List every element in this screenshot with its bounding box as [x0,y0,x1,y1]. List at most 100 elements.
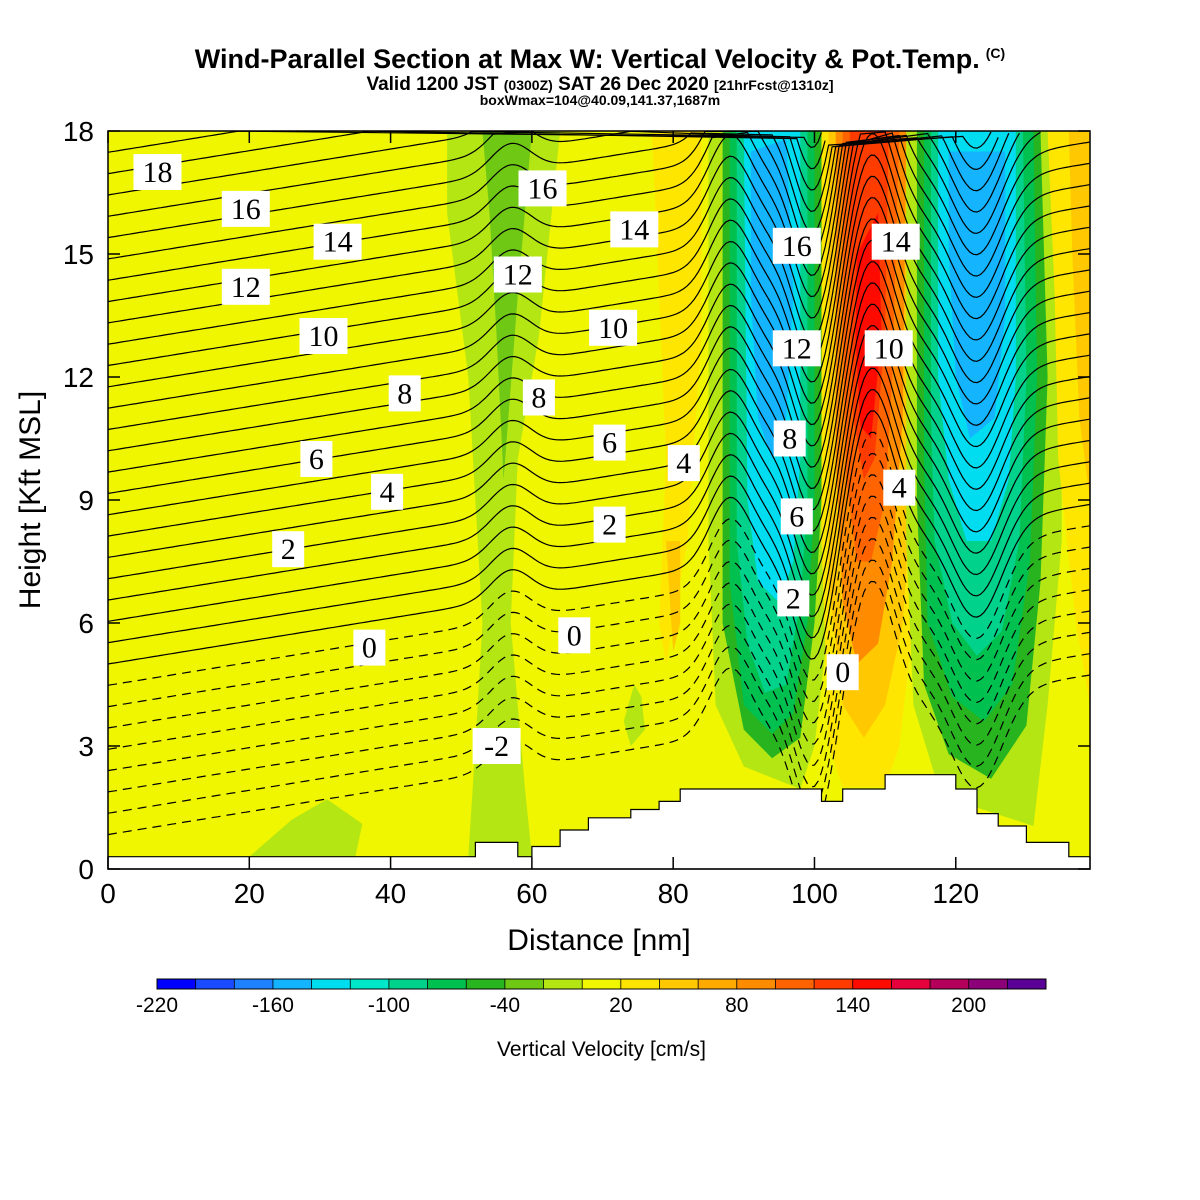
theta-label-text: 18 [143,156,173,189]
theta-label-box [864,330,913,367]
theta-label-box [593,506,626,543]
theta-contour-line [107,175,1091,431]
colorbar-tick-label: 140 [835,994,870,1017]
theta-label-text: 12 [231,271,261,304]
theta-contour-line [107,303,1091,558]
field-green-low-left [249,799,363,857]
colorbar-tick-label: -40 [490,994,520,1017]
theta-label-text: 14 [619,213,649,246]
theta-label-box [472,728,521,764]
theta-label: 6 [780,498,813,535]
theta-contour-line [107,580,1091,836]
theta-label-box [589,309,638,346]
theta-label: 12 [221,268,270,305]
theta-label-box [300,441,333,477]
theta-label-box [493,256,542,293]
theta-label: 18 [133,154,182,190]
theta-label: 14 [610,211,659,248]
colorbar-tick-label: 80 [725,994,748,1017]
colorbar-swatch [852,979,892,989]
theta-label-text: 0 [835,656,850,689]
theta-label: 2 [593,506,626,543]
theta-label-box [221,268,270,305]
colorbar: -220 -160 -100 -40 20 80 140 200 Vertical Veloci… [136,978,1047,1061]
theta-contour-line [107,132,1091,345]
theta-contour-line [107,130,823,153]
y-tick-label: 6 [78,608,94,639]
chart-subtitle: Valid 1200 JST (0300Z) SAT 26 Dec 2020 [… [0,74,1200,96]
theta-label-box [133,154,182,190]
theta-contour-line [107,474,1091,729]
theta-label-box [522,379,555,416]
field-orange-right-core [1068,131,1090,500]
colorbar-swatch [891,979,931,989]
y-tick-label: 15 [63,239,94,270]
valid-date: SAT 26 Dec 2020 [558,74,709,95]
colorbar-swatch [272,979,313,989]
theta-label-text: 8 [397,377,412,410]
theta-label-text: 10 [874,332,904,365]
theta-label-box [773,420,806,457]
field-updraft-core [855,213,882,439]
theta-contour-line [107,559,1091,814]
theta-label-text: 10 [309,320,339,353]
terrain [107,774,1091,870]
theta-label-box [871,223,920,260]
y-tick-label: 12 [63,362,94,393]
colorbar-swatch [659,979,699,989]
x-tick-label: 40 [375,878,406,909]
colorbar-label: Vertical Velocity [cm/s] [497,1038,706,1061]
colorbar-swatch [620,979,660,989]
field-green-band-middle [447,131,561,857]
theta-label: 0 [558,617,591,654]
theta-label: 8 [773,420,806,457]
colorbar-swatch [504,979,545,989]
theta-label-text: 4 [380,476,395,509]
colorbar-swatch [775,979,815,989]
colorbar-swatch [195,979,235,989]
theta-contour-line [107,431,1091,686]
theta-contour-line [107,325,1091,580]
field-orange-left-core [666,541,681,652]
theta-label-text: 6 [309,443,324,476]
theta-label-text: 14 [323,226,353,259]
theta-contour-line [107,516,1091,772]
theta-label: 16 [772,227,821,264]
theta-label-box [667,445,700,482]
theta-label-box [610,211,659,248]
theta-label-box [299,318,348,354]
colorbar-swatch [1007,979,1047,989]
theta-contour-line [107,133,1091,388]
colorbar-tick-label: -220 [136,994,178,1017]
theta-label-text: 8 [531,382,546,415]
theta-label-text: 16 [782,230,812,263]
x-tick-label: 100 [791,878,838,909]
theta-label-box [772,227,821,264]
theta-contour-line [107,495,1091,750]
theta-labels: 18 16 14 12 10 8 6 4 2 0 16 14 12 10 8 6 4 2 0 -2 16 12 8 6 2 0 14… [133,154,920,764]
theta-contour-line [107,388,1091,644]
y-tick-label: 0 [78,854,94,885]
y-tick-label: 3 [78,731,94,762]
colorbar-swatch [427,979,467,989]
colorbar-tick-label: -100 [368,994,410,1017]
theta-label-box [558,617,591,654]
theta-label-text: 10 [598,312,628,345]
theta-label-box [388,375,421,412]
theta-label-text: 6 [602,427,617,460]
valid-zulu: (0300Z) [503,77,553,93]
valid-prefix: Valid 1200 JST [366,74,499,95]
theta-label-text: 8 [782,423,797,456]
chart-title: Wind-Parallel Section at Max W: Vertical… [0,44,1200,75]
theta-label-text: 14 [881,226,911,259]
theta-contour-line [107,197,1091,452]
y-tick-label: 18 [63,116,94,147]
colorbar-swatch [930,979,970,989]
colorbar-swatch [968,979,1008,989]
plot-area: 18 16 14 12 10 8 6 4 2 0 16 14 12 10 8 6 4 2 0 -2 16 12 8 6 2 0 14… [107,130,1091,870]
theta-contour-line [107,218,1091,473]
x-axis-label: Distance [nm] [507,924,690,957]
theta-label: 8 [388,375,421,412]
theta-label-box [353,629,386,666]
